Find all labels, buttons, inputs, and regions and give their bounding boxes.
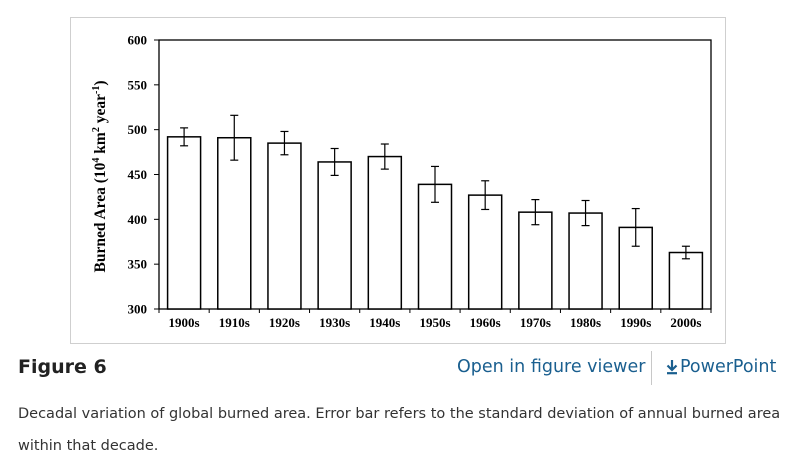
x-tick-label-1900s: 1900s: [169, 315, 200, 330]
x-tick-label-1980s: 1980s: [570, 315, 601, 330]
y-tick-label: 600: [128, 33, 148, 48]
x-tick-label-1910s: 1910s: [219, 315, 250, 330]
bar-1950s: [417, 183, 453, 310]
y-tick-label: 550: [128, 77, 148, 92]
x-tick-label-1970s: 1970s: [520, 315, 551, 330]
bar-1960s: [467, 194, 503, 310]
bar-1940s: [367, 155, 403, 310]
figure-image-frame: 300 350 400 450 500 550 600 1900s 1910s 1920s 1930…: [70, 17, 726, 344]
powerpoint-link-label: PowerPoint: [680, 357, 777, 377]
x-tick-label-2000s: 2000s: [670, 315, 701, 330]
bar-1900s: [166, 136, 202, 310]
x-tick-label-1960s: 1960s: [470, 315, 501, 330]
bar-2000s: [668, 251, 704, 310]
bar-1910s: [217, 136, 252, 310]
bar-1930s: [317, 161, 352, 310]
open-figure-viewer-link[interactable]: Open in figure viewer: [457, 357, 646, 377]
y-tick-label: 300: [128, 302, 148, 317]
x-tick-label-1930s: 1930s: [319, 315, 350, 330]
bar-1920s: [267, 142, 302, 310]
figure-label: Figure 6: [18, 356, 107, 378]
bar-1980s: [568, 212, 603, 310]
y-tick-label: 400: [128, 212, 148, 227]
y-axis-label: Burned Area (104 km2 year-1): [91, 80, 109, 272]
burned-area-bar-chart: 300 350 400 450 500 550 600 1900s 1910s 1920s 1930…: [91, 33, 712, 330]
bar-1970s: [518, 211, 553, 310]
y-tick-label: 450: [128, 167, 148, 182]
x-tick-label-1940s: 1940s: [369, 315, 400, 330]
powerpoint-download-link[interactable]: PowerPoint: [665, 357, 776, 377]
y-tick-label: 350: [128, 257, 148, 272]
link-divider: [651, 351, 652, 385]
figure-caption: Decadal variation of global burned area.…: [18, 406, 781, 454]
x-tick-label-1990s: 1990s: [620, 315, 651, 330]
download-arrow-icon: [666, 360, 678, 375]
y-tick-label: 500: [128, 122, 148, 137]
x-tick-label-1920s: 1920s: [269, 315, 300, 330]
x-tick-label-1950s: 1950s: [419, 315, 450, 330]
